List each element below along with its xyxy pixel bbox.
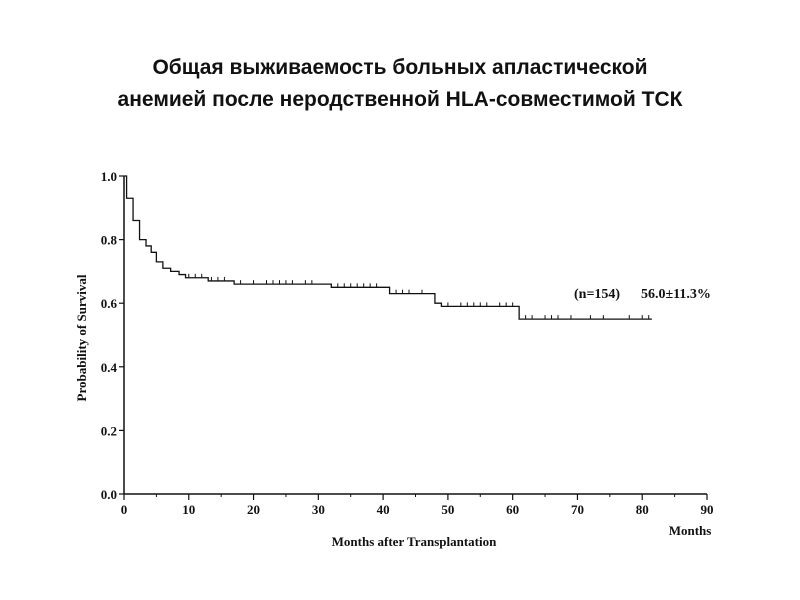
x-tick-label: 30 bbox=[312, 502, 325, 517]
y-tick-label: 0.0 bbox=[101, 487, 117, 502]
y-axis-label: Probability of Survival bbox=[74, 274, 89, 401]
y-tick-label: 0.4 bbox=[101, 360, 118, 375]
x-tick-label: 80 bbox=[636, 502, 649, 517]
slide-title: Общая выживаемость больных апластической… bbox=[0, 52, 800, 116]
y-tick-label: 0.8 bbox=[101, 233, 118, 248]
x-tick-label: 70 bbox=[571, 502, 584, 517]
x-tick-label: 10 bbox=[182, 502, 195, 517]
survival-curve bbox=[124, 175, 652, 320]
x-tick-label: 90 bbox=[701, 502, 714, 517]
y-tick-label: 0.6 bbox=[101, 296, 118, 311]
survival-estimate-annotation: 56.0±11.3% bbox=[641, 287, 711, 302]
x-axis-label: Months after Transplantation bbox=[332, 534, 497, 549]
chart-ticks: 0.0 0.2 0.4 0.6 0.8 1.0 0 10 20 30 40 50 60 70 80 90 bbox=[101, 169, 714, 517]
x-tick-label: 40 bbox=[377, 502, 390, 517]
slide-title-line-2: анемией после неродственной HLA-совмести… bbox=[117, 88, 683, 111]
chart-curve bbox=[124, 175, 652, 320]
y-tick-label: 0.2 bbox=[101, 423, 117, 438]
x-axis-unit-label: Months bbox=[669, 523, 712, 538]
y-tick-label: 1.0 bbox=[101, 169, 117, 184]
x-tick-label: 20 bbox=[247, 502, 260, 517]
x-tick-label: 50 bbox=[441, 502, 454, 517]
chart-axes bbox=[123, 176, 707, 495]
x-tick-label: 60 bbox=[506, 502, 519, 517]
chart-censor-marks bbox=[188, 273, 650, 320]
sample-size-annotation: (n=154) bbox=[574, 287, 620, 302]
slide-title-line-1: Общая выживаемость больных апластической bbox=[152, 56, 648, 79]
x-tick-label: 0 bbox=[121, 502, 128, 517]
